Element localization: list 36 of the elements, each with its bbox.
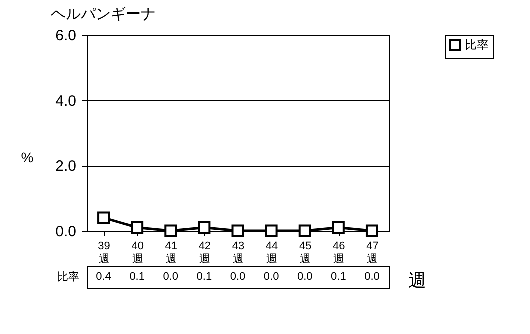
- x-tick-label: 46週: [333, 240, 346, 266]
- point: [265, 224, 278, 238]
- x-tick-label: 43週: [232, 240, 245, 266]
- legend-label: 比率: [465, 38, 489, 52]
- x-tick-label: 39 週: [98, 240, 110, 266]
- point: [232, 224, 244, 238]
- point: [164, 224, 178, 238]
- x-tick-label: 44週: [266, 240, 278, 266]
- data-label: 0.1: [196, 271, 212, 283]
- point: [98, 212, 110, 224]
- data-label: 0.0: [297, 271, 313, 283]
- x-tick-label: 45週: [299, 240, 312, 266]
- data-label: 0.0: [230, 271, 246, 283]
- chart-title: ヘルパンギーナ: [50, 6, 156, 23]
- data-label: 0.0: [264, 271, 280, 283]
- x-tick-label: 42週: [198, 240, 212, 266]
- point: [198, 221, 211, 234]
- data-label: 0.4: [96, 271, 112, 283]
- point: [131, 221, 144, 234]
- y-tick-label: 6.0: [56, 28, 76, 44]
- point: [298, 224, 312, 238]
- y-tick-label: 2.0: [56, 158, 76, 176]
- text: 比率: [58, 272, 80, 284]
- data-label: 0.0: [364, 271, 380, 283]
- data-label: 0.0: [163, 271, 179, 283]
- y-tick-label: 4.0: [56, 92, 76, 110]
- data-label: 0.1: [130, 271, 145, 283]
- x-tick-label: 41週: [165, 240, 178, 266]
- x-axis-title: 週: [408, 270, 426, 290]
- data-label: 0.1: [331, 271, 346, 283]
- y-tick-label: 0.0: [56, 224, 76, 240]
- x-tick-label: 47週: [366, 240, 379, 266]
- point: [366, 224, 378, 238]
- x-tick-label: 40週: [132, 240, 144, 266]
- y-axis-title: %: [21, 150, 34, 166]
- point: [332, 221, 345, 234]
